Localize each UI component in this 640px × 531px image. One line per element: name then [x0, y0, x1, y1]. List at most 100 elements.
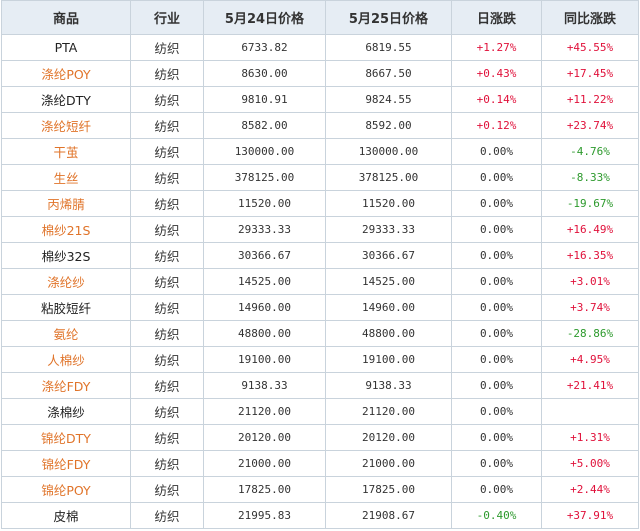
commodity-name[interactable]: 涤纶FDY [1, 372, 131, 399]
price-may24-cell: 130000.00 [203, 138, 326, 165]
price-may24-cell: 21000.00 [203, 450, 326, 477]
table-row: 棉纱21S 纺织 29333.33 29333.33 0.00% +16.49% [1, 216, 639, 243]
header-industry: 行业 [130, 0, 204, 35]
commodity-name[interactable]: 涤纶短纤 [1, 112, 131, 139]
yoy-change-cell: +17.45% [541, 60, 639, 87]
price-may24-cell: 6733.82 [203, 34, 326, 61]
daily-change-cell: 0.00% [451, 320, 542, 347]
table-row: 锦纶POY 纺织 17825.00 17825.00 0.00% +2.44% [1, 476, 639, 503]
table-row: PTA 纺织 6733.82 6819.55 +1.27% +45.55% [1, 34, 639, 61]
price-may25-cell: 21908.67 [325, 502, 452, 529]
price-may24-cell: 20120.00 [203, 424, 326, 451]
industry-cell: 纺织 [130, 372, 204, 399]
price-may25-cell: 29333.33 [325, 216, 452, 243]
yoy-change-cell: +11.22% [541, 86, 639, 113]
industry-cell: 纺织 [130, 60, 204, 87]
yoy-change-cell: +21.41% [541, 372, 639, 399]
yoy-change-cell: +16.49% [541, 216, 639, 243]
price-may24-cell: 19100.00 [203, 346, 326, 373]
table-row: 涤纶FDY 纺织 9138.33 9138.33 0.00% +21.41% [1, 372, 639, 399]
yoy-change-cell: +2.44% [541, 476, 639, 503]
commodity-name[interactable]: 氨纶 [1, 320, 131, 347]
table-row: 生丝 纺织 378125.00 378125.00 0.00% -8.33% [1, 164, 639, 191]
price-may25-cell: 14525.00 [325, 268, 452, 295]
commodity-name[interactable]: 涤纶POY [1, 60, 131, 87]
commodity-name: 棉纱32S [1, 242, 131, 269]
header-daily-change: 日涨跌 [451, 0, 542, 35]
price-may24-cell: 378125.00 [203, 164, 326, 191]
daily-change-cell: 0.00% [451, 268, 542, 295]
daily-change-cell: 0.00% [451, 476, 542, 503]
price-may24-cell: 9810.91 [203, 86, 326, 113]
price-may24-cell: 9138.33 [203, 372, 326, 399]
yoy-change-cell: +16.35% [541, 242, 639, 269]
commodity-name[interactable]: 干茧 [1, 138, 131, 165]
price-may24-cell: 14525.00 [203, 268, 326, 295]
commodity-name[interactable]: 生丝 [1, 164, 131, 191]
commodity-name[interactable]: 锦纶POY [1, 476, 131, 503]
industry-cell: 纺织 [130, 216, 204, 243]
header-price-may24: 5月24日价格 [203, 0, 326, 35]
price-may25-cell: 130000.00 [325, 138, 452, 165]
price-may25-cell: 11520.00 [325, 190, 452, 217]
price-may24-cell: 14960.00 [203, 294, 326, 321]
industry-cell: 纺织 [130, 112, 204, 139]
price-may25-cell: 20120.00 [325, 424, 452, 451]
price-may25-cell: 8592.00 [325, 112, 452, 139]
industry-cell: 纺织 [130, 502, 204, 529]
price-may25-cell: 21000.00 [325, 450, 452, 477]
table-row: 人棉纱 纺织 19100.00 19100.00 0.00% +4.95% [1, 346, 639, 373]
daily-change-cell: 0.00% [451, 164, 542, 191]
industry-cell: 纺织 [130, 242, 204, 269]
yoy-change-cell: +5.00% [541, 450, 639, 477]
table-row: 干茧 纺织 130000.00 130000.00 0.00% -4.76% [1, 138, 639, 165]
yoy-change-cell: +23.74% [541, 112, 639, 139]
price-may25-cell: 48800.00 [325, 320, 452, 347]
industry-cell: 纺织 [130, 138, 204, 165]
daily-change-cell: +0.12% [451, 112, 542, 139]
daily-change-cell: +0.14% [451, 86, 542, 113]
price-may24-cell: 8630.00 [203, 60, 326, 87]
industry-cell: 纺织 [130, 86, 204, 113]
commodity-name[interactable]: 涤纶纱 [1, 268, 131, 295]
commodity-name[interactable]: 棉纱21S [1, 216, 131, 243]
table-row: 丙烯腈 纺织 11520.00 11520.00 0.00% -19.67% [1, 190, 639, 217]
price-may24-cell: 21995.83 [203, 502, 326, 529]
yoy-change-cell: +37.91% [541, 502, 639, 529]
header-yoy-change: 同比涨跌 [541, 0, 639, 35]
table-row: 粘胶短纤 纺织 14960.00 14960.00 0.00% +3.74% [1, 294, 639, 321]
commodity-name[interactable]: 丙烯腈 [1, 190, 131, 217]
industry-cell: 纺织 [130, 34, 204, 61]
price-may25-cell: 14960.00 [325, 294, 452, 321]
industry-cell: 纺织 [130, 424, 204, 451]
yoy-change-cell: -19.67% [541, 190, 639, 217]
daily-change-cell: 0.00% [451, 346, 542, 373]
price-may24-cell: 17825.00 [203, 476, 326, 503]
table-row: 涤纶POY 纺织 8630.00 8667.50 +0.43% +17.45% [1, 60, 639, 87]
table-row: 涤纶DTY 纺织 9810.91 9824.55 +0.14% +11.22% [1, 86, 639, 113]
price-may25-cell: 17825.00 [325, 476, 452, 503]
yoy-change-cell: -28.86% [541, 320, 639, 347]
yoy-change-cell: +3.01% [541, 268, 639, 295]
daily-change-cell: 0.00% [451, 372, 542, 399]
price-may25-cell: 21120.00 [325, 398, 452, 425]
price-may25-cell: 9138.33 [325, 372, 452, 399]
price-may25-cell: 378125.00 [325, 164, 452, 191]
price-may24-cell: 21120.00 [203, 398, 326, 425]
commodity-name: 涤纶DTY [1, 86, 131, 113]
price-may24-cell: 8582.00 [203, 112, 326, 139]
table-row: 涤棉纱 纺织 21120.00 21120.00 0.00% [1, 398, 639, 425]
commodity-name[interactable]: 锦纶DTY [1, 424, 131, 451]
header-price-may25: 5月25日价格 [325, 0, 452, 35]
yoy-change-cell: +3.74% [541, 294, 639, 321]
daily-change-cell: 0.00% [451, 242, 542, 269]
daily-change-cell: +1.27% [451, 34, 542, 61]
price-may24-cell: 30366.67 [203, 242, 326, 269]
price-may24-cell: 48800.00 [203, 320, 326, 347]
table-row: 锦纶FDY 纺织 21000.00 21000.00 0.00% +5.00% [1, 450, 639, 477]
commodity-name[interactable]: 锦纶FDY [1, 450, 131, 477]
table-row: 涤纶纱 纺织 14525.00 14525.00 0.00% +3.01% [1, 268, 639, 295]
commodity-name[interactable]: 人棉纱 [1, 346, 131, 373]
daily-change-cell: 0.00% [451, 138, 542, 165]
